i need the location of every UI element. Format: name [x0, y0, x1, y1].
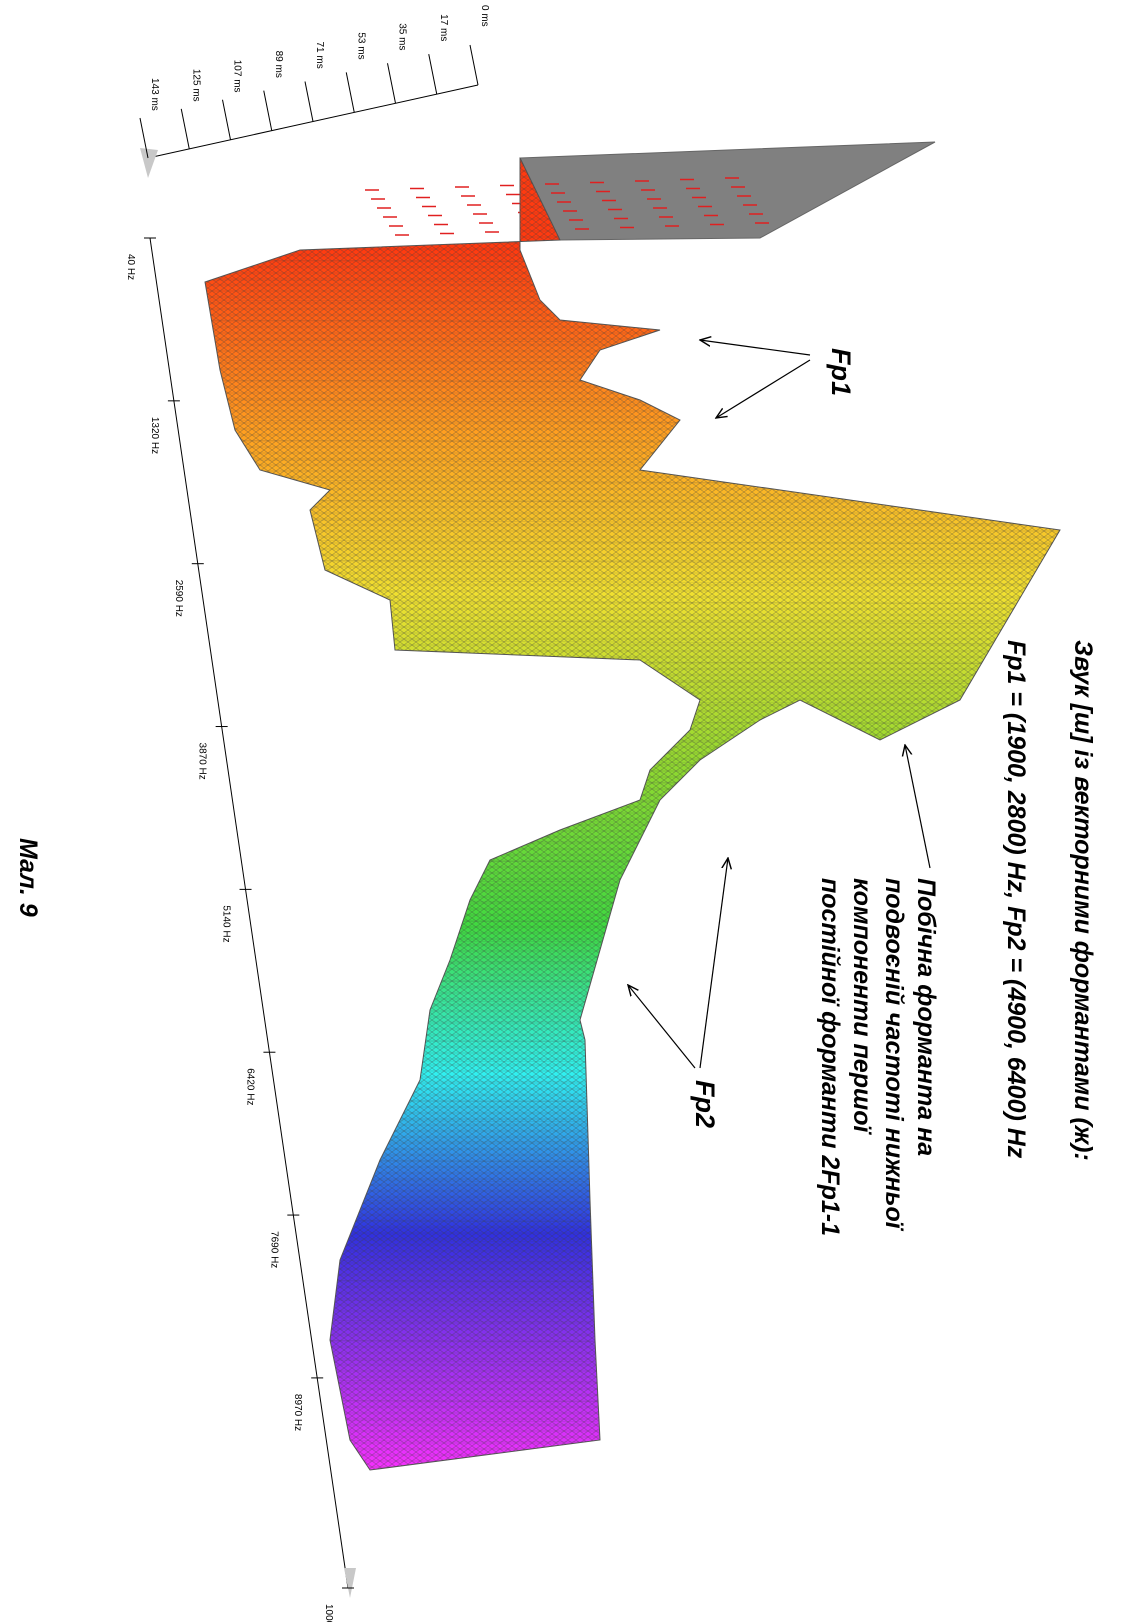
surface-contour	[205, 719, 1060, 725]
surface-contour	[205, 1219, 1060, 1225]
time-tick-label: 0 ms	[479, 5, 490, 27]
fp1-arrow-2	[716, 359, 811, 418]
time-tick-mark	[180, 108, 190, 149]
frequency-axis-arrow	[344, 1568, 356, 1598]
side-formant-line2: подвоєній частоті нижньої	[880, 878, 908, 1232]
background-plane	[519, 141, 936, 241]
surface-contour	[205, 1199, 1060, 1205]
time-tick-label: 89 ms	[273, 51, 284, 78]
frequency-axis: 40 Hz 1320 Hz 2590 Hz 3870 Hz 5140 Hz 6420 Hz…	[125, 237, 356, 1622]
time-tick-mark	[139, 117, 149, 159]
time-tick-mark	[263, 90, 273, 131]
surface-contour	[205, 1239, 1060, 1245]
fp2-label: Fp2	[690, 1080, 720, 1128]
surface-contour	[205, 779, 1060, 785]
time-tick-mark	[387, 63, 396, 104]
time-axis-arrow	[140, 148, 158, 178]
surface-contour	[205, 1179, 1060, 1185]
fp1-label: Fp1	[826, 348, 856, 396]
fp1-arrow-1	[700, 340, 811, 356]
frequency-tick-label: 40 Hz	[125, 254, 136, 280]
surface-contour	[205, 1279, 1060, 1285]
time-tick-mark	[469, 44, 479, 86]
surface-contour	[205, 1159, 1060, 1165]
fp2-annotation: Fp2	[628, 858, 728, 1128]
fp1-annotation: Fp1	[700, 340, 856, 418]
time-tick-mark	[222, 99, 231, 140]
surface-contour	[205, 519, 1060, 525]
surface-mesh	[205, 158, 1060, 1470]
surface-contour	[205, 1299, 1060, 1305]
title-block: Звук [ш] із векторними формантами (ж): F…	[1002, 640, 1097, 1161]
time-tick-label: 53 ms	[355, 32, 366, 59]
surface-contour	[205, 1379, 1060, 1385]
frequency-tick-label: 6420 Hz	[244, 1068, 255, 1105]
time-tick-mark	[428, 54, 438, 95]
time-tick-label: 125 ms	[190, 69, 201, 102]
plane-markers	[365, 177, 769, 236]
frequency-tick-label: 5140 Hz	[221, 905, 232, 942]
time-tick-label: 143 ms	[149, 78, 160, 111]
time-tick-mark	[304, 81, 314, 122]
surface-contour	[205, 1319, 1060, 1325]
frequency-tick-label: 1320 Hz	[149, 417, 160, 454]
fp2-arrow-1	[699, 858, 728, 1069]
time-tick-label: 71 ms	[314, 42, 325, 69]
frequency-tick-label: 10000 Hz	[323, 1604, 334, 1622]
surface-contour	[205, 539, 1060, 545]
surface-contour	[205, 759, 1060, 765]
surface-contour	[205, 1419, 1060, 1425]
surface-contour	[205, 739, 1060, 745]
time-axis: 0 ms 17 ms 35 ms 53 ms 71 ms 89 ms 107 ms 125 m…	[139, 5, 490, 178]
surface-contour	[205, 1399, 1060, 1405]
time-tick-label: 107 ms	[232, 60, 243, 93]
time-tick-mark	[345, 72, 355, 113]
time-tick-label: 35 ms	[397, 23, 408, 50]
surface-contour	[205, 1339, 1060, 1345]
side-formant-line4: постійної форманти 2Fp1-1	[816, 878, 844, 1236]
frequency-ticks: 40 Hz 1320 Hz 2590 Hz 3870 Hz 5140 Hz 6420 Hz…	[125, 237, 354, 1622]
side-formant-arrow	[905, 745, 931, 869]
chart-title-line1: Звук [ш] із векторними формантами (ж):	[1069, 640, 1097, 1161]
surface-contour	[205, 1259, 1060, 1265]
frequency-tick-label: 2590 Hz	[173, 580, 184, 617]
side-formant-line1: Побічна форманта на	[912, 878, 940, 1156]
time-ticks: 0 ms 17 ms 35 ms 53 ms 71 ms 89 ms 107 ms 125 m…	[139, 5, 490, 159]
frequency-axis-line	[149, 237, 349, 1589]
side-formant-annotation: Побічна форманта на подвоєній частоті ни…	[816, 745, 940, 1236]
time-tick-label: 17 ms	[438, 14, 449, 41]
side-formant-line3: компоненти першої	[848, 878, 876, 1135]
figure-caption: Мал. 9	[14, 838, 42, 917]
surface-contour	[205, 1359, 1060, 1365]
chart-title-line2: Fp1 = (1900, 2800) Hz, Fp2 = (4900, 6400…	[1002, 640, 1030, 1159]
frequency-tick-label: 3870 Hz	[197, 743, 208, 780]
surface-contour	[205, 559, 1060, 565]
surface-contour	[205, 1439, 1060, 1445]
frequency-tick-label: 7690 Hz	[268, 1231, 279, 1268]
frequency-tick-label: 8970 Hz	[292, 1394, 303, 1431]
fp2-arrow-2	[628, 985, 696, 1069]
